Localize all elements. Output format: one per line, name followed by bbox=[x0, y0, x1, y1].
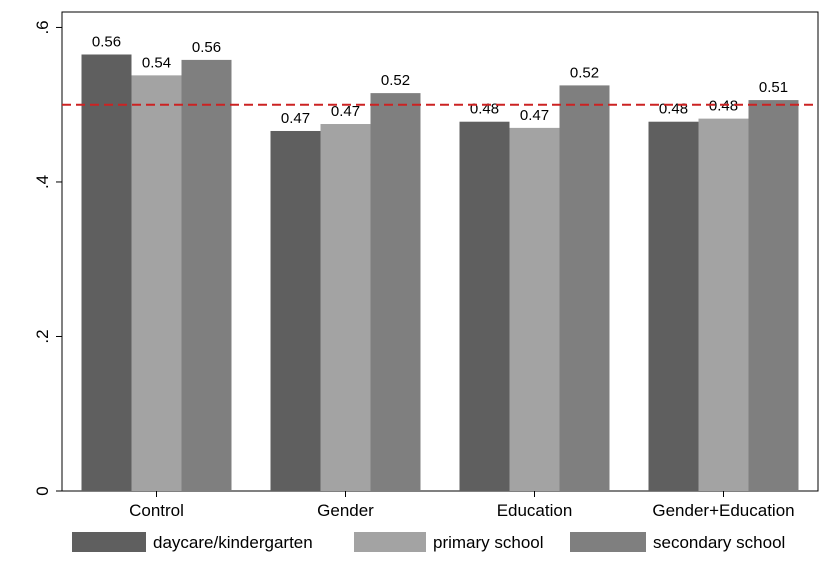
data-label: 0.47 bbox=[281, 110, 310, 127]
bar bbox=[459, 121, 510, 491]
bar bbox=[270, 130, 321, 491]
bar bbox=[370, 93, 421, 491]
data-label: 0.48 bbox=[470, 101, 499, 118]
legend-label: secondary school bbox=[653, 533, 785, 552]
plot-frame bbox=[61, 11, 819, 492]
y-tick-label: .2 bbox=[33, 329, 52, 343]
bar bbox=[181, 59, 232, 492]
category-label: Education bbox=[497, 501, 573, 520]
bar bbox=[131, 75, 182, 491]
bar bbox=[509, 127, 560, 492]
y-tick-label: 0 bbox=[33, 486, 52, 495]
legend-swatch bbox=[354, 532, 426, 552]
y-tick-label: .6 bbox=[33, 20, 52, 34]
data-label: 0.56 bbox=[92, 33, 121, 50]
data-label: 0.52 bbox=[570, 64, 599, 81]
bar bbox=[648, 121, 699, 491]
data-label: 0.52 bbox=[381, 72, 410, 89]
bar bbox=[320, 124, 371, 491]
bar bbox=[748, 100, 799, 492]
data-label: 0.48 bbox=[659, 101, 688, 118]
legend-label: daycare/kindergarten bbox=[153, 533, 313, 552]
legend-swatch bbox=[72, 532, 146, 552]
data-label: 0.56 bbox=[192, 39, 221, 56]
legend-label: primary school bbox=[433, 533, 544, 552]
data-label: 0.48 bbox=[709, 98, 738, 115]
data-label: 0.51 bbox=[759, 79, 788, 96]
bar bbox=[698, 118, 749, 492]
data-label: 0.47 bbox=[520, 107, 549, 124]
category-label: Gender+Education bbox=[652, 501, 794, 520]
bar bbox=[559, 85, 610, 491]
plot-area: 0 .2 .4 .6 0.56 0.54 0.56 Control 0.47 0.47 0.52 Ge… bbox=[33, 11, 819, 520]
bar bbox=[81, 54, 132, 491]
category-label: Gender bbox=[317, 501, 374, 520]
y-tick-label: .4 bbox=[33, 175, 52, 189]
legend-swatch bbox=[570, 532, 646, 552]
category-label: Control bbox=[129, 501, 184, 520]
legend: daycare/kindergarten primary school second… bbox=[72, 532, 785, 552]
data-label: 0.47 bbox=[331, 103, 360, 120]
data-label: 0.54 bbox=[142, 54, 171, 71]
